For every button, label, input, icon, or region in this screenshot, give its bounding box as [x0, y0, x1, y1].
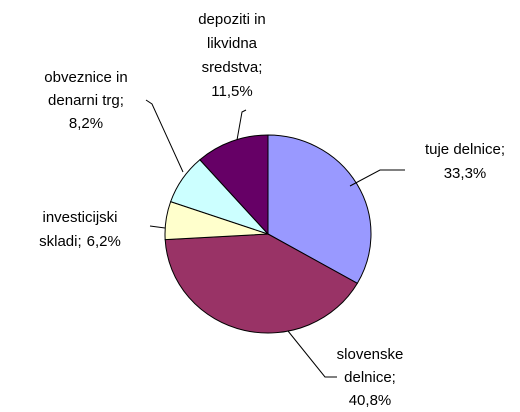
value-label: 6,2%	[87, 233, 121, 250]
leader-line	[149, 225, 166, 229]
leader-line	[349, 169, 405, 187]
value-label: 33,3%	[444, 165, 487, 182]
value-label: 40,8%	[349, 392, 392, 409]
label-line: slovenske	[337, 346, 404, 363]
leader-line	[145, 99, 184, 173]
data-label: investicijski skladi; 6,2%	[39, 209, 121, 250]
label-line: denarni trg;	[48, 92, 124, 109]
label-line: obveznice in	[44, 69, 127, 86]
data-label: tuje delnice; 33,3%	[425, 141, 505, 182]
label-line: delnice;	[344, 369, 396, 386]
leader-line	[236, 109, 247, 141]
value-label: 8,2%	[69, 115, 103, 132]
label-line: tuje delnice;	[425, 141, 505, 158]
label-line: likvidna	[207, 35, 258, 52]
data-label: slovenske delnice; 40,8%	[337, 346, 404, 409]
pie-slice	[267, 134, 372, 284]
label-line: sredstva;	[202, 59, 263, 76]
pie-slice	[199, 134, 269, 236]
label-line: skladi;	[39, 233, 82, 250]
label-line: depoziti in	[198, 11, 266, 28]
pie-slice	[164, 233, 359, 334]
data-label: obveznice in denarni trg; 8,2%	[44, 69, 127, 132]
label-line: investicijski	[42, 209, 117, 226]
value-label: 11,5%	[211, 83, 252, 100]
leader-line	[287, 330, 337, 378]
data-label: depoziti in likvidna sredstva; 11,5%	[198, 11, 266, 100]
